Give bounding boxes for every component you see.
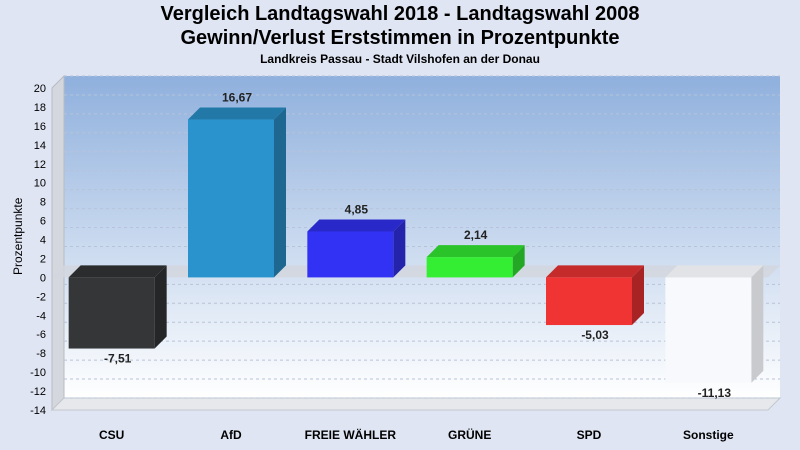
y-tick-label: -6 — [36, 329, 46, 341]
data-label: 4,85 — [345, 202, 369, 216]
chart-title-line2: Gewinn/Verlust Erststimmen in Prozentpun… — [180, 27, 620, 49]
bar — [546, 265, 644, 326]
bar-front — [426, 257, 513, 278]
y-tick-label: -10 — [30, 367, 46, 379]
bar-top — [188, 107, 286, 120]
bar-front — [307, 231, 394, 278]
bar-front — [68, 277, 155, 349]
data-label: 2,14 — [464, 228, 488, 242]
bar-side — [512, 245, 525, 278]
bar — [307, 219, 406, 278]
data-label: -5,03 — [581, 328, 609, 342]
bar-top — [665, 265, 764, 278]
y-tick-label: -14 — [30, 405, 46, 417]
chart-subtitle: Landkreis Passau - Stadt Vilshofen an de… — [260, 52, 540, 66]
plot-floor — [50, 397, 782, 411]
bar-side — [632, 265, 644, 326]
bar — [68, 265, 167, 349]
x-tick-label: Sonstige — [683, 428, 734, 442]
bar-top — [546, 265, 644, 278]
y-tick-label: 18 — [34, 102, 46, 114]
y-tick-label: 10 — [34, 178, 46, 190]
x-tick-label: SPD — [577, 428, 602, 442]
bar-top — [68, 265, 167, 278]
bar — [426, 245, 525, 278]
y-tick-label: 4 — [40, 235, 46, 247]
x-tick-label: FREIE WÄHLER — [305, 427, 397, 442]
data-label: -11,13 — [698, 386, 732, 400]
y-tick-label: -2 — [36, 291, 46, 303]
bar-front — [546, 277, 632, 326]
bar-side — [154, 265, 167, 349]
y-tick-label: -8 — [36, 348, 46, 360]
bar-top — [307, 219, 406, 232]
bar-side — [751, 265, 764, 383]
y-tick-label: 0 — [40, 272, 46, 284]
plot-back-wall — [64, 76, 780, 398]
y-tick-label: -4 — [36, 310, 46, 322]
bar — [188, 107, 286, 278]
bar — [665, 265, 764, 383]
x-tick-label: GRÜNE — [448, 427, 491, 442]
data-label: 16,67 — [222, 91, 252, 105]
y-tick-label: 20 — [34, 83, 46, 95]
x-tick-label: AfD — [220, 428, 242, 442]
bar-side — [274, 107, 286, 278]
y-tick-label: 6 — [40, 216, 46, 228]
bar-front — [188, 119, 274, 278]
y-tick-label: 14 — [34, 140, 46, 152]
y-tick-label: 2 — [40, 253, 46, 265]
bar-side — [393, 219, 406, 278]
y-tick-label: 16 — [34, 121, 46, 133]
y-tick-label: 8 — [40, 197, 46, 209]
x-tick-label: CSU — [99, 428, 124, 442]
y-tick-label: -12 — [30, 386, 46, 398]
data-label: -7,51 — [104, 352, 132, 366]
bar-front — [665, 277, 752, 383]
y-tick-label: 12 — [34, 159, 46, 171]
bar-top — [426, 245, 525, 258]
chart-title: Vergleich Landtagswahl 2018 - Landtagswa… — [160, 3, 640, 25]
plot-side-wall — [51, 74, 65, 412]
